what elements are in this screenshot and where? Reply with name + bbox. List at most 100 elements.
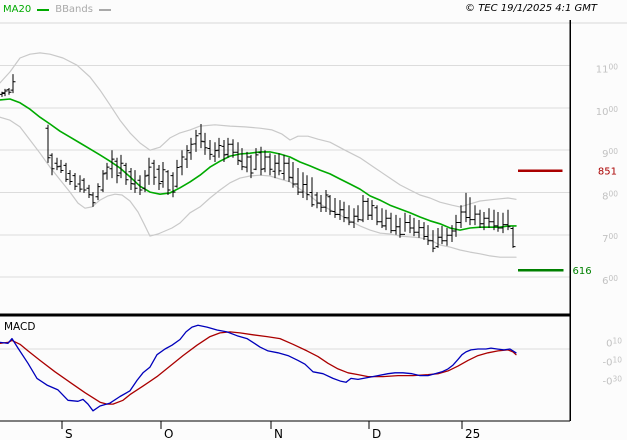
- ohlc-bar: [267, 153, 273, 176]
- ohlc-bar: [10, 74, 16, 94]
- ohlc-bar: [341, 201, 347, 223]
- resistance-price-label: 851: [598, 166, 617, 177]
- ohlc-bar: [388, 212, 394, 234]
- macd-panel-title: MACD: [4, 321, 36, 333]
- ohlc-bar: [444, 228, 450, 246]
- ohlc-bar: [397, 217, 403, 238]
- ohlc-bar: [300, 172, 306, 198]
- ohlc-bar: [142, 170, 148, 193]
- ohlc-bar: [67, 170, 73, 185]
- ohlc-bar: [430, 230, 436, 253]
- ohlc-bar: [2, 88, 8, 97]
- price-tick-label: 700: [602, 232, 618, 245]
- ohlc-bar: [239, 148, 245, 171]
- ohlc-bar: [411, 217, 417, 237]
- ohlc-bar: [184, 145, 190, 168]
- price-tick-label: 800: [602, 190, 618, 203]
- ohlc-bar: [295, 168, 301, 195]
- ohlc-bar: [369, 200, 375, 220]
- chart-legend: MA20 BBands: [3, 3, 111, 15]
- ohlc-bar: [393, 214, 399, 235]
- ohlc-bar: [90, 192, 96, 207]
- ohlc-bar: [118, 154, 124, 179]
- price-tick-label: 600: [602, 274, 618, 287]
- ohlc-bar: [225, 137, 231, 158]
- ohlc-bar: [137, 175, 143, 195]
- ohlc-bar: [281, 154, 287, 180]
- ohlc-bar: [45, 124, 51, 163]
- bollinger-bands: [0, 52, 517, 258]
- ohlc-bar: [104, 162, 110, 180]
- price-tick-label: 900: [602, 147, 618, 160]
- ohlc-bar: [193, 129, 199, 152]
- ohlc-bar: [486, 208, 492, 228]
- ohlc-bar: [212, 142, 218, 162]
- ohlc-bar: [351, 208, 357, 228]
- ohlc-bar: [253, 148, 259, 171]
- macd-tick-label: -030: [602, 375, 622, 388]
- ohlc-bar: [402, 212, 408, 235]
- ohlc-bar: [86, 184, 92, 198]
- x-axis-tick-label: S: [65, 427, 73, 440]
- ohlc-bar: [421, 222, 427, 240]
- macd-line: [0, 324, 517, 412]
- ohlc-bar: [109, 150, 115, 179]
- macd-signal-line: [0, 331, 517, 405]
- ohlc-bar: [160, 162, 166, 188]
- ohlc-bar: [262, 150, 268, 173]
- macd-tick-label: -010: [602, 356, 622, 369]
- ohlc-bar: [510, 226, 516, 248]
- ohlc-bar: [379, 208, 385, 228]
- ohlc-bar: [146, 157, 152, 185]
- copyright-text: © TEC 19/1/2025 4:1 GMT: [465, 3, 597, 14]
- ma20-line: [0, 98, 517, 231]
- ohlc-bar: [95, 183, 101, 201]
- ohlc-bar: [179, 150, 185, 176]
- ohlc-bar: [54, 157, 60, 171]
- bollinger-lower-band: [0, 116, 517, 258]
- ohlc-bar: [276, 153, 282, 176]
- ohlc-bar: [505, 209, 511, 231]
- ohlc-bar: [58, 159, 64, 173]
- ohlc-bar: [346, 205, 352, 226]
- ohlc-bar: [318, 195, 324, 212]
- bollinger-upper-band: [0, 52, 517, 208]
- ohlc-bar: [248, 154, 254, 179]
- ma20-legend-dash: [37, 8, 50, 11]
- ohlc-bar: [202, 132, 208, 155]
- ohlc-bar: [0, 91, 5, 97]
- ohlc-bar: [258, 146, 264, 176]
- macd-y-axis-labels: 010 -010 -030: [602, 337, 622, 388]
- x-axis-tick-label: N: [274, 427, 283, 440]
- ohlc-bar: [188, 137, 194, 160]
- ohlc-bar: [272, 154, 278, 179]
- ohlc-bar: [481, 212, 487, 231]
- ohlc-bars: [0, 74, 516, 253]
- x-axis-tick-label: O: [164, 427, 173, 440]
- ohlc-bar: [425, 225, 431, 245]
- ohlc-bar: [72, 173, 78, 190]
- price-y-axis-labels: 1100 1000 900 800 700 600 851 616: [573, 63, 619, 288]
- ohlc-bar: [114, 157, 120, 184]
- ohlc-bar: [327, 195, 333, 215]
- ohlc-bar: [100, 170, 106, 193]
- ohlc-bar: [439, 225, 445, 245]
- ohlc-bar: [309, 177, 315, 207]
- ohlc-bar: [286, 157, 292, 182]
- ohlc-bar: [500, 212, 506, 234]
- ohlc-bar: [495, 212, 501, 232]
- ohlc-bar: [49, 153, 55, 176]
- bbands-legend-label: BBands: [55, 3, 93, 15]
- x-axis: S O N D 25: [61, 421, 480, 440]
- ohlc-bar: [6, 88, 12, 95]
- ohlc-bar: [151, 159, 157, 185]
- macd-tick-label: 010: [606, 337, 622, 350]
- ohlc-bar: [360, 195, 366, 223]
- ohlc-bar: [374, 205, 380, 226]
- price-tick-label: 1100: [596, 63, 619, 76]
- ohlc-bar: [156, 165, 162, 190]
- ohlc-bar: [174, 159, 180, 188]
- ohlc-bar: [416, 220, 422, 238]
